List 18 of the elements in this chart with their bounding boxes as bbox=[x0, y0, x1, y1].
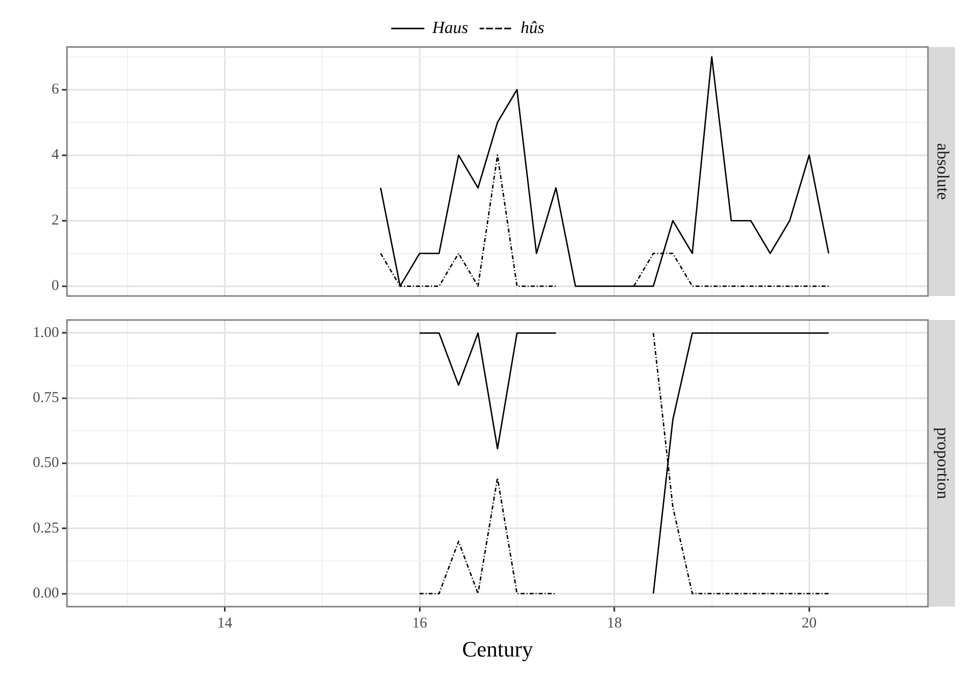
y-tick-label: 0.25 bbox=[32, 520, 59, 536]
text: absolute bbox=[934, 143, 953, 200]
y-tick-label: 1.00 bbox=[32, 324, 59, 341]
y-tick-label: 4 bbox=[52, 147, 60, 164]
legend-label: hûs bbox=[520, 18, 545, 37]
y-tick-label: 0.75 bbox=[32, 390, 59, 406]
legend-label: Haus bbox=[431, 18, 469, 37]
y-tick-label: 0 bbox=[52, 278, 59, 294]
x-axis-title: Century bbox=[462, 636, 533, 662]
y-tick-label: 0.50 bbox=[32, 455, 59, 472]
text: proportion bbox=[934, 427, 953, 500]
x-tick-label: 20 bbox=[802, 616, 817, 632]
x-tick-label: 14 bbox=[217, 616, 233, 632]
y-tick-label: 0.00 bbox=[32, 586, 59, 602]
y-tick-label: 6 bbox=[52, 82, 60, 98]
x-tick-label: 18 bbox=[606, 616, 622, 632]
x-tick-label: 16 bbox=[412, 616, 428, 632]
y-tick-label: 2 bbox=[52, 212, 59, 229]
